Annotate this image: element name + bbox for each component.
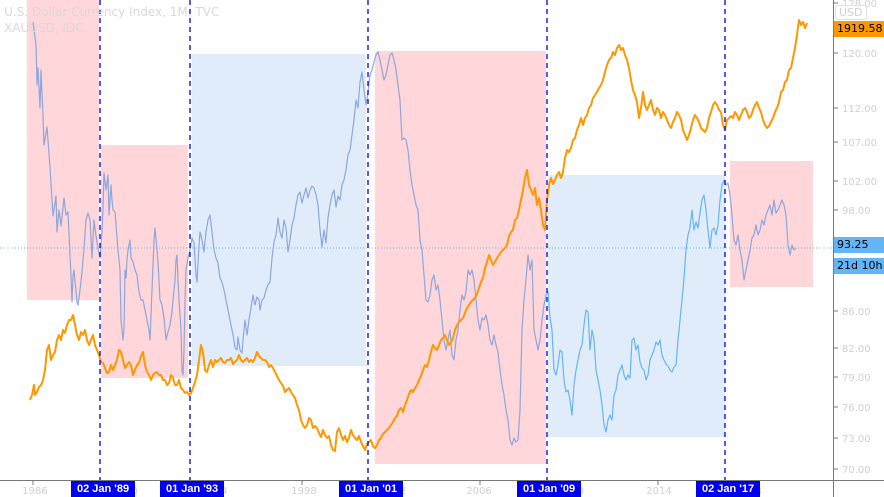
bearish-zone-1[interactable] bbox=[27, 0, 99, 300]
marker-label-2001[interactable]: 01 Jan '01 bbox=[339, 481, 404, 497]
bullish-zone-1[interactable] bbox=[192, 54, 366, 366]
gold-last-price-label: 1919.58 bbox=[834, 21, 884, 37]
x-tick-1998: 1998 bbox=[291, 486, 316, 497]
bearish-zone-4[interactable] bbox=[730, 161, 813, 287]
gold-series-line[interactable] bbox=[29, 19, 808, 452]
bullish-zone-2[interactable] bbox=[548, 175, 725, 437]
y-tick-112: 112.00 bbox=[842, 104, 877, 115]
x-tick-2014: 2014 bbox=[646, 486, 671, 497]
y-tick-marks bbox=[834, 2, 838, 470]
y-tick-70: 70.00 bbox=[842, 465, 871, 476]
marker-label-2009[interactable]: 01 Jan '09 bbox=[517, 481, 582, 497]
currency-badge[interactable]: USD bbox=[835, 5, 867, 20]
y-tick-107: 107.00 bbox=[842, 138, 877, 149]
bearish-zone-2[interactable] bbox=[101, 145, 188, 378]
y-tick-82: 82.00 bbox=[842, 344, 871, 355]
dxy-series-line-bullish[interactable] bbox=[543, 179, 725, 433]
dxy-series-line-recent[interactable] bbox=[723, 179, 797, 281]
shaded-zones bbox=[27, 0, 813, 464]
dxy-series-line[interactable] bbox=[32, 21, 545, 446]
y-tick-120: 120.00 bbox=[842, 49, 877, 60]
marker-label-1989[interactable]: 02 Jan '89 bbox=[71, 481, 136, 497]
x-tick-1986: 1986 bbox=[22, 486, 47, 497]
y-tick-79: 79.00 bbox=[842, 373, 871, 384]
x-tick-2006: 2006 bbox=[466, 486, 491, 497]
y-tick-86: 86.00 bbox=[842, 307, 871, 318]
y-tick-98: 98.00 bbox=[842, 206, 871, 217]
marker-label-1993[interactable]: 01 Jan '93 bbox=[160, 481, 225, 497]
y-tick-76: 76.00 bbox=[842, 403, 871, 414]
y-tick-73: 73.00 bbox=[842, 434, 871, 445]
y-tick-102: 102.00 bbox=[842, 177, 877, 188]
marker-label-2017[interactable]: 02 Jan '17 bbox=[696, 481, 761, 497]
dxy-last-price-label: 93.25 bbox=[834, 237, 884, 253]
bar-countdown-label: 21d 10h bbox=[834, 258, 884, 274]
vertical-markers bbox=[99, 0, 726, 480]
bearish-zone-3[interactable] bbox=[375, 51, 546, 464]
